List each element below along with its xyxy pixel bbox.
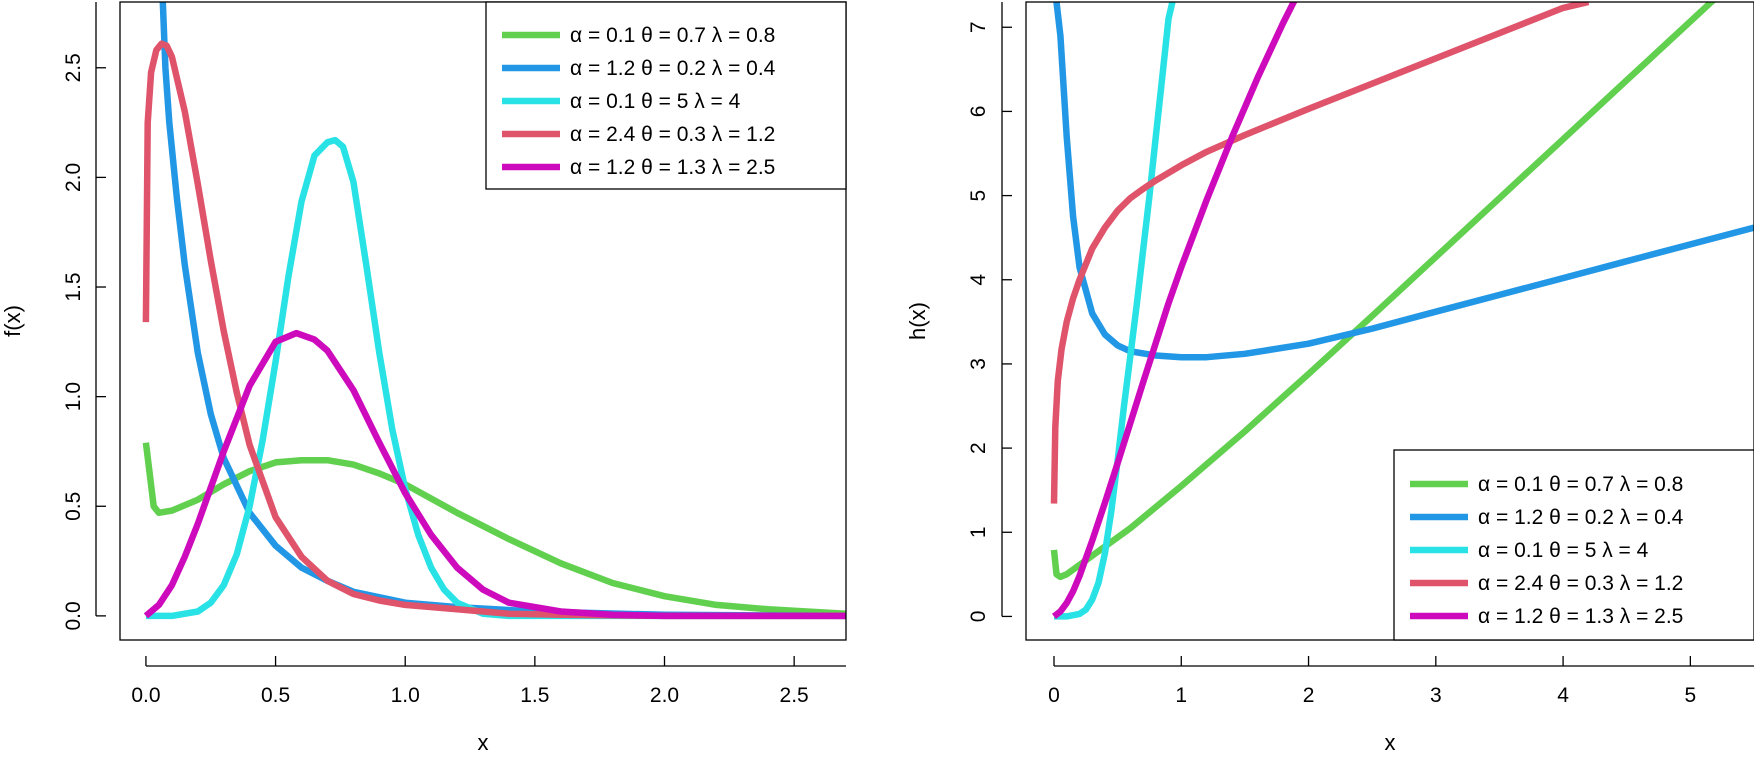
x-tick-label: 0.5 <box>261 684 290 707</box>
x-axis: 0 1 2 3 4 5 <box>1048 656 1754 707</box>
x-tick-label: 2 <box>1303 684 1315 707</box>
series-line-5 <box>146 333 846 616</box>
legend-label: α = 2.4 θ = 0.3 λ = 1.2 <box>1478 572 1683 595</box>
y-tick-label: 0 <box>967 611 990 623</box>
x-tick-label: 1.0 <box>391 684 420 707</box>
legend-label: α = 1.2 θ = 1.3 λ = 2.5 <box>570 156 775 179</box>
legend: α = 0.1 θ = 0.7 λ = 0.8 α = 1.2 θ = 0.2 λ… <box>486 2 846 189</box>
y-tick-label: 1.5 <box>62 272 85 301</box>
y-tick-label: 0.0 <box>62 601 85 630</box>
y-tick-label: 2 <box>967 442 990 454</box>
legend-label: α = 1.2 θ = 1.3 λ = 2.5 <box>1478 605 1683 628</box>
y-tick-label: 0.5 <box>62 492 85 521</box>
hazard-plot: 0 1 2 3 4 5 0 1 2 3 4 5 6 7 x h(x) α = 0.1 θ = 0.7 λ… <box>905 0 1754 755</box>
y-tick-label: 2.0 <box>62 163 85 192</box>
legend-label: α = 2.4 θ = 0.3 λ = 1.2 <box>570 123 775 146</box>
x-tick-label: 0.0 <box>131 684 160 707</box>
x-tick-label: 1.5 <box>520 684 549 707</box>
legend-label: α = 0.1 θ = 5 λ = 4 <box>570 90 741 113</box>
y-axis: 0 1 2 3 4 5 6 7 <box>967 2 1012 622</box>
y-tick-label: 2.5 <box>62 53 85 82</box>
x-axis-label: x <box>478 730 489 755</box>
y-tick-label: 7 <box>967 21 990 33</box>
x-tick-label: 5 <box>1685 684 1697 707</box>
x-axis: 0.0 0.5 1.0 1.5 2.0 2.5 <box>131 656 846 707</box>
y-axis-label: f(x) <box>0 305 25 337</box>
legend-label: α = 0.1 θ = 5 λ = 4 <box>1478 539 1649 562</box>
x-tick-label: 0 <box>1048 684 1060 707</box>
y-tick-label: 4 <box>967 274 990 286</box>
series-line-1 <box>146 443 846 614</box>
x-tick-label: 3 <box>1430 684 1442 707</box>
legend: α = 0.1 θ = 0.7 λ = 0.8 α = 1.2 θ = 0.2 λ… <box>1394 450 1754 640</box>
y-tick-label: 5 <box>967 190 990 202</box>
legend-label: α = 1.2 θ = 0.2 λ = 0.4 <box>1478 506 1684 529</box>
y-tick-label: 1.0 <box>62 382 85 411</box>
legend-label: α = 1.2 θ = 0.2 λ = 0.4 <box>570 57 776 80</box>
legend-label: α = 0.1 θ = 0.7 λ = 0.8 <box>1478 473 1683 496</box>
x-tick-label: 2.5 <box>780 684 809 707</box>
x-tick-label: 4 <box>1557 684 1569 707</box>
y-tick-label: 6 <box>967 106 990 118</box>
x-tick-label: 2.0 <box>650 684 679 707</box>
x-tick-label: 1 <box>1175 684 1187 707</box>
y-axis-label: h(x) <box>905 302 930 340</box>
series-line-4 <box>1054 2 1589 504</box>
y-tick-label: 3 <box>967 358 990 370</box>
y-axis: 0.0 0.5 1.0 1.5 2.0 2.5 <box>62 2 106 631</box>
legend-label: α = 0.1 θ = 0.7 λ = 0.8 <box>570 24 775 47</box>
x-axis-label: x <box>1385 730 1396 755</box>
y-tick-label: 1 <box>967 526 990 538</box>
